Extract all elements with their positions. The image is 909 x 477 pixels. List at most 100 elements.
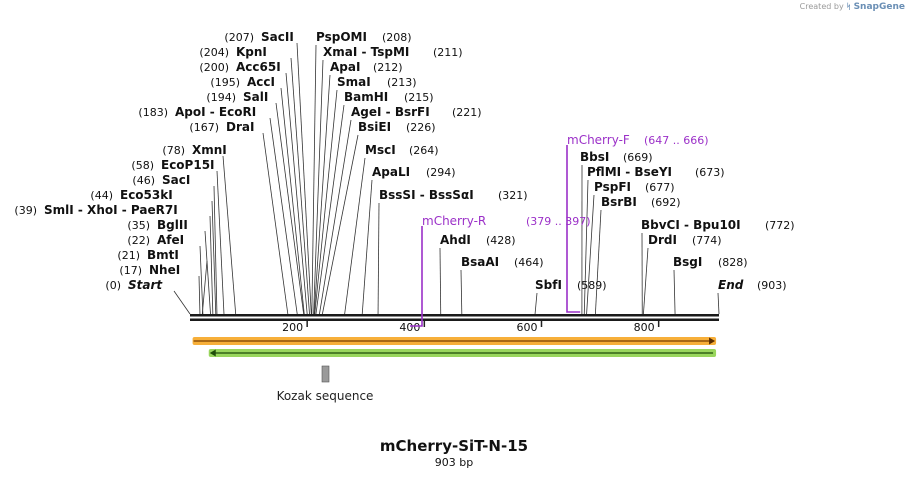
enzyme-site-eco53ki[interactable]: (44) Eco53kI (90, 188, 172, 202)
enzyme-site-saci[interactable]: (46) SacI (132, 173, 190, 187)
site-connector-line (319, 119, 352, 315)
enzyme-site-bsiei[interactable]: BsiEI (226) (358, 120, 436, 134)
enzyme-site-apai[interactable]: ApaI (212) (330, 60, 403, 74)
enzyme-site-bglii[interactable]: (35) BglII (127, 218, 187, 232)
site-connector-line (199, 245, 204, 315)
site-position: (677) (645, 181, 675, 194)
site-position: (200) (199, 61, 229, 74)
site-connector-line (377, 202, 380, 315)
site-connector-line (643, 247, 649, 315)
enzyme-site-start[interactable]: (0) Start (105, 278, 163, 292)
enzyme-site-smai[interactable]: SmaI (213) (337, 75, 417, 89)
feature-forward-arrow-icon (709, 337, 716, 345)
primer-mcherry-r[interactable]: mCherry-R (379 .. 397) (410, 214, 591, 327)
site-connector-line (216, 170, 225, 315)
site-connector-line (201, 260, 208, 315)
primer-mcherry-f[interactable]: mCherry-F (647 .. 666) (566, 133, 709, 313)
enzyme-site-apali[interactable]: ApaLI (294) (372, 165, 456, 179)
ruler-ticks: 200 400 600 800 (282, 321, 660, 334)
primer-binding-line (410, 226, 423, 327)
site-position: (207) (224, 31, 254, 44)
kozak-feature-block[interactable] (321, 365, 330, 383)
enzyme-site-bamhi[interactable]: BamHI (215) (344, 90, 434, 104)
site-position: (321) (498, 189, 528, 202)
primer-range: (647 .. 666) (644, 134, 709, 147)
site-connector-line (173, 290, 191, 315)
site-position: (828) (718, 256, 748, 269)
enzyme-site-bmti[interactable]: (21) BmtI (117, 248, 178, 262)
site-position: (211) (433, 46, 463, 59)
enzyme-site-xmni[interactable]: (78) XmnI (162, 143, 226, 157)
enzyme-site-pflmi-bseyi[interactable]: PflMI - BseYI (673) (587, 165, 725, 179)
enzyme-site-end[interactable]: End (903) (718, 278, 787, 292)
site-position: (212) (373, 61, 403, 74)
kozak-feature-label: Kozak sequence (277, 389, 374, 403)
site-connector-line (594, 209, 602, 315)
created-by-credit: Created by ᛋ SnapGene (800, 2, 905, 12)
site-connector-line (222, 155, 237, 315)
site-position: (21) (117, 249, 140, 262)
site-connector-line (460, 269, 463, 315)
enzyme-site-sali[interactable]: (194) SalI (206, 90, 268, 104)
site-position: (58) (131, 159, 154, 172)
site-name: BsiEI (358, 120, 391, 134)
enzyme-site-sbfi[interactable]: SbfI (589) (535, 278, 607, 292)
enzyme-site-smli-xhoi-paer7i[interactable]: (39) SmlI - XhoI - PaeR7I (14, 203, 177, 217)
enzyme-site-bsgi[interactable]: BsgI (828) (673, 255, 748, 269)
enzyme-site-acci[interactable]: (195) AccI (210, 75, 275, 89)
enzyme-site-kpni[interactable]: (204) KpnI (199, 45, 267, 59)
site-name: Acc65I (236, 60, 281, 74)
enzyme-site-xmai-tspmi[interactable]: XmaI - TspMI (211) (323, 45, 463, 59)
site-connector-line (586, 194, 595, 315)
enzyme-site-ahdi[interactable]: AhdI (428) (440, 233, 516, 247)
site-position: (195) (210, 76, 240, 89)
site-position: (589) (577, 279, 607, 292)
site-name: SbfI (535, 278, 562, 292)
site-name: BmtI (147, 248, 179, 262)
enzyme-site-pspomi[interactable]: PspOMI (208) (316, 30, 412, 44)
site-name: PspOMI (316, 30, 367, 44)
site-name: AhdI (440, 233, 471, 247)
site-name: SmlI - XhoI - PaeR7I (44, 203, 178, 217)
site-position: (903) (757, 279, 787, 292)
enzyme-site-sacii[interactable]: (207) SacII (224, 30, 293, 44)
site-position: (428) (486, 234, 516, 247)
site-name: ApaLI (372, 165, 410, 179)
site-name: BglII (157, 218, 188, 232)
enzyme-site-bbsi[interactable]: BbsI (669) (580, 150, 653, 164)
enzyme-site-drdi[interactable]: DrdI (774) (648, 233, 722, 247)
site-position: (183) (138, 106, 168, 119)
site-connector-line (361, 179, 373, 315)
enzyme-site-drai[interactable]: (167) DraI (189, 120, 254, 134)
site-connector-line (322, 134, 359, 315)
primer-name: mCherry-F (567, 133, 630, 147)
backbone-bottom-strand (190, 318, 719, 321)
enzyme-site-pspfi[interactable]: PspFI (677) (594, 180, 675, 194)
site-position: (464) (514, 256, 544, 269)
site-name: ApaI (330, 60, 360, 74)
site-position: (213) (387, 76, 417, 89)
site-name: DrdI (648, 233, 677, 247)
enzyme-site-bsrbi[interactable]: BsrBI (692) (601, 195, 681, 209)
enzyme-site-bsaai[interactable]: BsaAI (464) (461, 255, 544, 269)
site-position: (215) (404, 91, 434, 104)
site-position: (294) (426, 166, 456, 179)
site-position: (774) (692, 234, 722, 247)
site-name: MscI (365, 143, 396, 157)
enzyme-site-afei[interactable]: (22) AfeI (127, 233, 184, 247)
enzyme-site-msci[interactable]: MscI (264) (365, 143, 439, 157)
site-connector-line (204, 230, 211, 315)
site-position: (22) (127, 234, 150, 247)
enzyme-site-agei-bsrfi[interactable]: AgeI - BsrFI (221) (351, 105, 482, 119)
enzyme-site-acc65i[interactable]: (200) Acc65I (199, 60, 280, 74)
enzyme-site-nhei[interactable]: (17) NheI (119, 263, 180, 277)
map-length: 903 bp (435, 456, 473, 469)
enzyme-site-bsssi-bsss-i[interactable]: BssSI - BssSαI (321) (379, 188, 528, 202)
enzyme-site-ecop15i[interactable]: (58) EcoP15I (131, 158, 214, 172)
enzyme-site-apoi-ecori[interactable]: (183) ApoI - EcoRI (138, 105, 256, 119)
site-position: (673) (695, 166, 725, 179)
enzyme-site-bbvci-bpu10i[interactable]: BbvCI - Bpu10I (772) (641, 218, 795, 232)
site-name: BsrBI (601, 195, 637, 209)
snapgene-name: SnapGene (853, 2, 905, 12)
